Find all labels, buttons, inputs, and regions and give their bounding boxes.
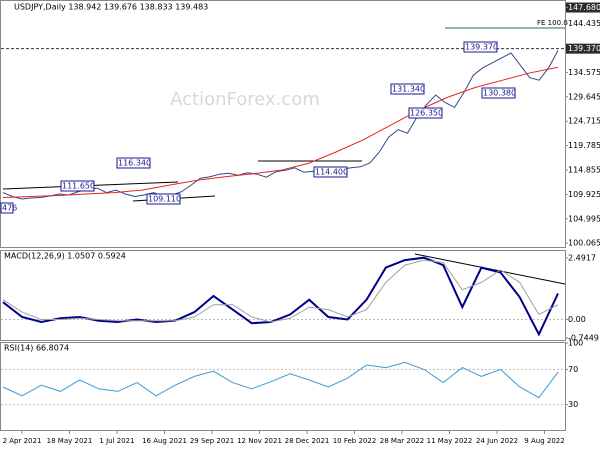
y-tick-label: 104.995 [568,214,600,223]
annotation: 476 [2,204,17,213]
y-tick-label: 70 [568,365,578,374]
series-line [2,361,559,399]
y-tick-label: 119.785 [568,141,600,150]
annotation-box [116,157,151,169]
annotation-box [408,107,443,119]
y-tick-label: 147.680 [568,3,600,12]
annotation-box [146,193,181,205]
y-tick-label: 114.855 [568,166,600,175]
annotation: 114.400 [315,168,348,177]
macd-title: MACD(12,26,9) 1.0507 0.5924 [4,252,126,261]
price-label-box [566,2,600,13]
y-tick-label: 100.065 [568,239,600,248]
y-tick-label: -0.7449 [568,333,599,342]
annotation-box [60,180,95,192]
x-tick-label: 18 May 2021 [47,437,93,445]
x-tick-label: 29 Sep 2021 [190,437,234,445]
macd-panel [0,250,566,341]
x-tick-label: 11 May 2022 [427,437,473,445]
price-label-box [566,43,600,54]
x-tick-label: 16 Aug 2021 [142,437,187,445]
annotation: 109.110 [148,195,181,204]
y-tick-label: 2.4917 [568,253,596,262]
x-tick-label: 24 Jun 2022 [476,437,518,445]
y-tick-label: 124.715 [568,117,600,126]
x-tick-label: 10 Feb 2022 [333,437,377,445]
series-line [2,50,559,200]
y-tick-label: 134.575 [568,68,600,77]
y-tick-label: 0.00 [568,315,586,324]
x-tick-label: 1 Jul 2021 [99,437,134,445]
annotation: 131.340 [392,85,425,94]
annotation-box [390,83,425,95]
series-line [2,66,559,198]
rsi-panel [0,342,566,431]
current-price-label: 139.370 [568,44,600,53]
series-line [2,259,559,323]
x-tick-label: 28 Mar 2022 [380,437,424,445]
annotation-box [0,202,14,214]
annotation-box [481,87,516,99]
annotation: 126.350 [410,109,443,118]
annotation: 116.340 [118,159,151,168]
annotation: 130.380 [483,89,516,98]
y-tick-label: 144.435 [568,19,600,28]
x-tick-label: 28 Dec 2021 [285,437,330,445]
x-tick-label: 9 Aug 2022 [524,437,564,445]
annotation-box [313,166,348,178]
watermark: ActionForex.com [170,89,320,110]
rsi-title: RSI(14) 66.8074 [4,344,69,353]
x-tick-label: 12 Nov 2021 [237,437,282,445]
y-tick-label: 100 [568,339,583,348]
y-tick-label: 30 [568,400,578,409]
annotation-box [463,41,498,53]
fe-label: FE 100.0 [537,19,568,27]
x-tick-label: 2 Apr 2021 [3,437,42,445]
annotation: 111.650 [62,182,95,191]
y-tick-label: 129.645 [568,92,600,101]
series-line [2,256,559,337]
price-panel [0,0,566,248]
annotation: 139.370 [465,43,498,52]
price-title: USDJPY,Daily 138.942 139.676 138.833 139… [14,3,208,12]
y-tick-label: 109.925 [568,190,600,199]
